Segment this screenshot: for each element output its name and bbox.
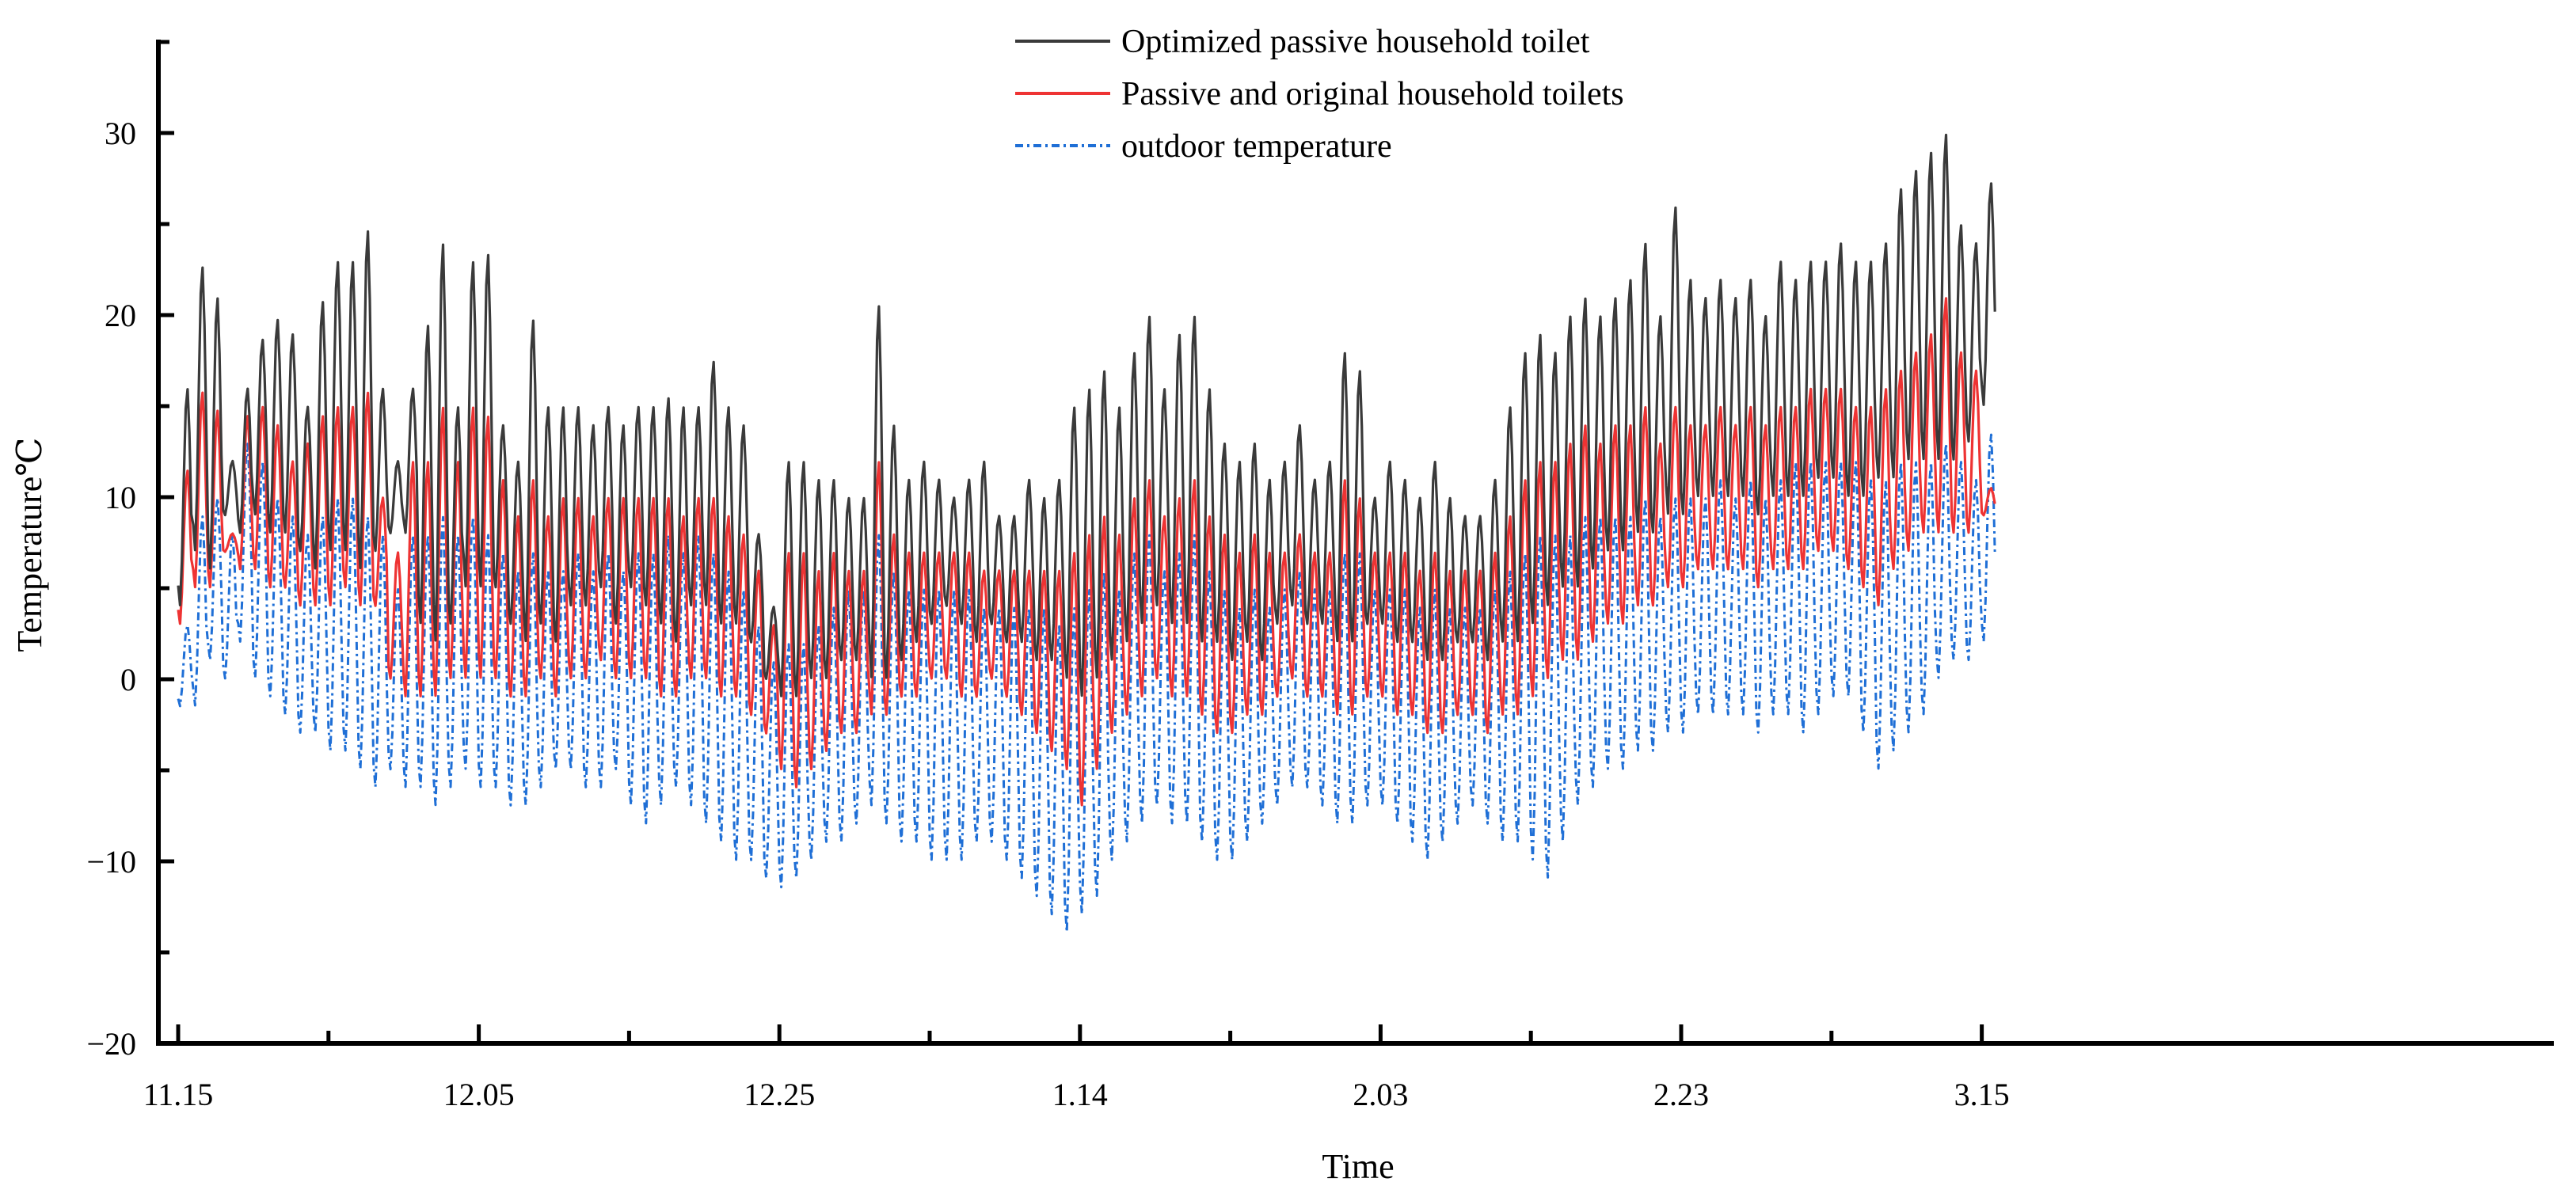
x-tick-label: 12.25 <box>744 1077 815 1112</box>
y-tick-label: 10 <box>105 480 136 515</box>
y-tick-label: −20 <box>86 1026 136 1062</box>
x-tick-label: 12.05 <box>443 1077 515 1112</box>
axes: −20 −10 0 10 20 30 11.15 12.05 12.25 1.14 2.03 2.2… <box>86 40 2554 1112</box>
series-line-2 <box>177 297 1996 807</box>
x-tick-label: 2.03 <box>1353 1077 1408 1112</box>
plot-series <box>177 133 1996 933</box>
legend-label: Optimized passive household toilet <box>1121 24 1590 60</box>
y-tick-label: 20 <box>105 298 136 333</box>
y-axis-title: Temperature℃ <box>10 438 49 652</box>
x-tick-label: 3.15 <box>1954 1077 2010 1112</box>
legend-label: Passive and original household toilets <box>1121 76 1624 112</box>
y-tick-label: −10 <box>86 844 136 880</box>
y-ticks: −20 −10 0 10 20 30 <box>86 40 174 1062</box>
x-axis-title: Time <box>1322 1147 1394 1186</box>
x-tick-label: 2.23 <box>1653 1077 1709 1112</box>
y-tick-label: 0 <box>120 662 136 697</box>
x-ticks: 11.15 12.05 12.25 1.14 2.03 2.23 3.15 <box>143 1024 2010 1112</box>
legend-label: outdoor temperature <box>1121 128 1392 165</box>
series-line-1 <box>177 133 1996 697</box>
x-tick-label: 11.15 <box>143 1077 214 1112</box>
series-line-3 <box>177 433 1996 933</box>
y-tick-label: 30 <box>105 116 136 151</box>
x-tick-label: 1.14 <box>1052 1077 1108 1112</box>
legend: Optimized passive household toilet Passiv… <box>1015 24 1624 165</box>
